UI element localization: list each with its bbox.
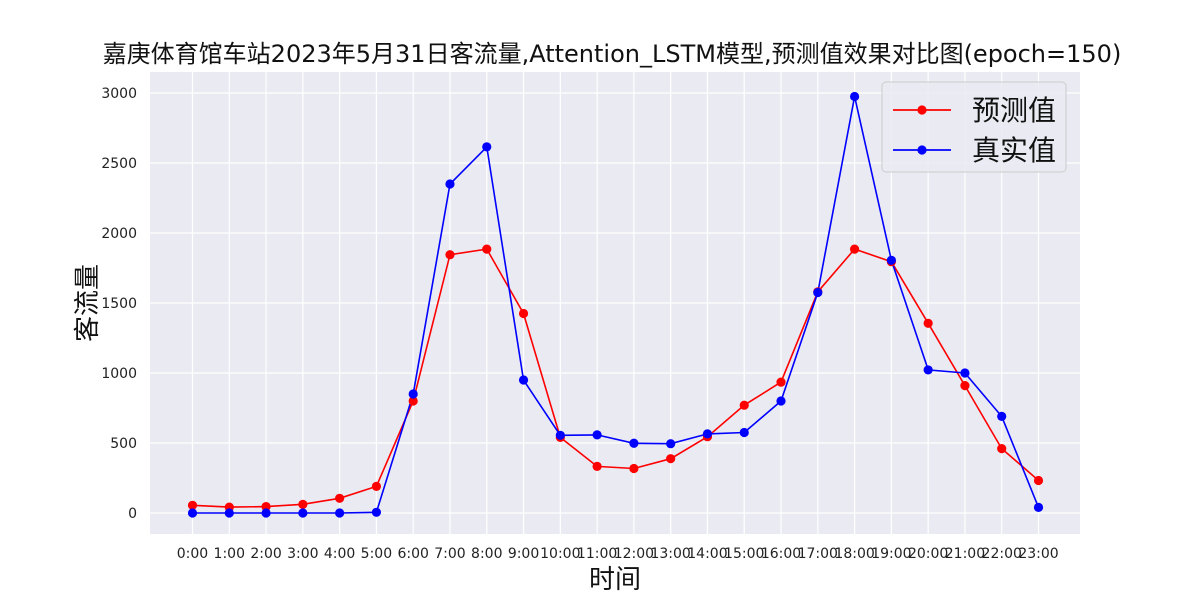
data-point <box>923 365 933 375</box>
y-axis-title: 客流量 <box>73 264 103 342</box>
x-tick-label: 14:00 <box>687 546 727 562</box>
data-point <box>739 400 749 410</box>
y-tick-label: 1500 <box>101 296 137 312</box>
data-point <box>960 381 970 391</box>
data-point <box>886 255 896 265</box>
data-point <box>518 375 529 385</box>
data-point <box>187 500 198 510</box>
y-tick-label: 3000 <box>101 86 137 102</box>
data-point <box>261 508 271 518</box>
x-tick-label: 4:00 <box>324 546 355 562</box>
x-tick-label: 21:00 <box>945 546 985 562</box>
data-point <box>776 377 786 387</box>
legend-label: 真实值 <box>972 134 1056 167</box>
data-point <box>776 396 786 406</box>
x-tick-label: 16:00 <box>761 546 801 562</box>
y-tick-labels: 0 500 1000 1500 2000 2500 3000 <box>101 86 137 522</box>
x-tick-label: 10:00 <box>540 546 580 562</box>
data-point <box>445 179 455 189</box>
x-tick-label: 3:00 <box>287 546 318 562</box>
data-point <box>592 430 602 440</box>
data-point <box>555 430 565 440</box>
data-point <box>482 142 492 152</box>
data-point <box>408 396 418 406</box>
data-point <box>666 439 676 449</box>
data-point <box>997 444 1007 454</box>
data-point <box>224 508 234 518</box>
x-tick-label: 11:00 <box>577 546 617 562</box>
data-point <box>629 438 639 448</box>
x-tick-label: 18:00 <box>834 546 874 562</box>
y-tick-label: 2000 <box>101 226 137 242</box>
x-tick-label: 0:00 <box>177 546 208 562</box>
series-line-0 <box>192 248 1040 508</box>
data-point <box>261 501 271 512</box>
data-point <box>335 508 345 518</box>
y-tick-label: 0 <box>128 506 137 522</box>
x-tick-label: 12:00 <box>614 546 654 562</box>
x-tick-label: 23:00 <box>1018 546 1058 562</box>
x-tick-labels: 0:00 1:00 2:00 3:00 4:00 5:00 6:00 7:00 8:00 9:00… <box>177 546 1059 562</box>
legend-marker <box>917 145 927 155</box>
x-tick-label: 13:00 <box>650 546 690 562</box>
x-tick-label: 7:00 <box>434 546 465 562</box>
data-point <box>1033 502 1044 512</box>
x-tick-label: 8:00 <box>471 546 502 562</box>
grid-lines <box>150 72 1080 534</box>
y-tick-label: 500 <box>110 436 137 452</box>
data-point <box>849 91 860 102</box>
x-tick-label: 20:00 <box>908 546 948 562</box>
data-point <box>518 308 529 319</box>
data-point <box>592 461 602 471</box>
data-point <box>482 244 492 254</box>
x-tick-label: 1:00 <box>214 546 245 562</box>
data-point <box>445 250 455 260</box>
x-tick-label: 5:00 <box>361 546 392 562</box>
x-tick-label: 17:00 <box>798 546 838 562</box>
x-tick-label: 19:00 <box>871 546 911 562</box>
series-line-1 <box>192 96 1040 514</box>
data-point <box>739 427 749 438</box>
series-points <box>187 91 1044 518</box>
data-point <box>187 508 198 518</box>
data-point <box>702 429 713 439</box>
data-point <box>813 287 823 298</box>
data-point <box>997 411 1007 421</box>
data-point <box>849 244 860 254</box>
x-tick-label: 15:00 <box>724 546 764 562</box>
data-point <box>371 507 382 517</box>
data-point <box>666 454 676 464</box>
data-point <box>371 481 382 491</box>
data-point <box>960 368 970 378</box>
data-point <box>923 318 933 328</box>
data-point <box>335 493 345 503</box>
x-tick-label: 22:00 <box>982 546 1022 562</box>
series-lines <box>192 96 1040 514</box>
x-tick-label: 6:00 <box>397 546 428 562</box>
x-axis-title: 时间 <box>589 565 641 595</box>
x-tick-label: 2:00 <box>250 546 281 562</box>
data-point <box>629 463 639 474</box>
legend-marker <box>917 105 927 115</box>
x-tick-label: 9:00 <box>508 546 539 562</box>
data-point <box>298 499 308 509</box>
data-point <box>298 508 308 518</box>
legend-label: 预测值 <box>972 94 1056 127</box>
data-point <box>1033 475 1044 486</box>
y-tick-label: 1000 <box>101 366 137 382</box>
data-point <box>408 389 418 399</box>
chart-title: 嘉庚体育馆车站2023年5月31日客流量,Attention_LSTM模型,预测… <box>103 40 1122 68</box>
y-tick-label: 2500 <box>101 156 137 172</box>
